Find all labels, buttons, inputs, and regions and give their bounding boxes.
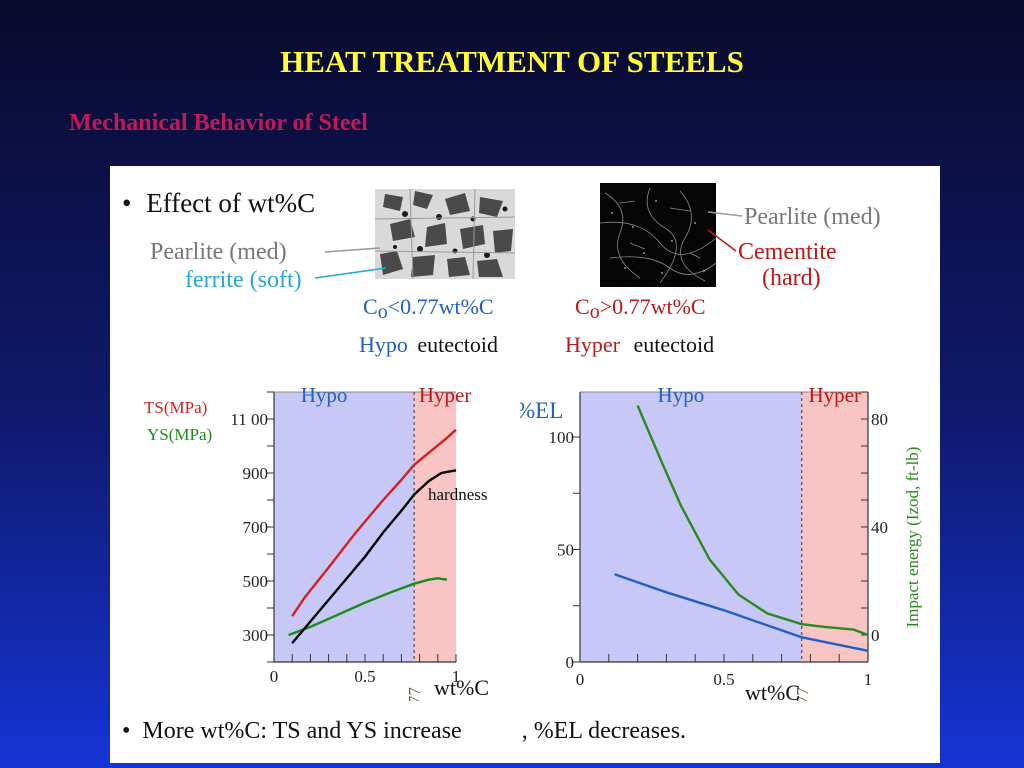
x-tick-label: 0.5	[713, 670, 734, 689]
chart-strength: 300 500 700 900 11 00 0 0.5 1 Hypo Hyper 0.77 wt%C T…	[144, 383, 489, 701]
label-cementite: Cementite	[738, 239, 837, 266]
composition-c-right: C	[575, 294, 590, 319]
y-tick-label: 900	[243, 464, 269, 483]
composition-rest: <0.77wt%C	[387, 294, 494, 319]
series-impact-line	[636, 405, 869, 637]
region-label-hypo: Hypo	[658, 383, 705, 407]
eutectoid-label: 0.77	[793, 687, 812, 701]
y-tick-label: 700	[243, 518, 269, 537]
region-hypo	[580, 392, 802, 662]
bullet-dot: •	[122, 188, 132, 218]
micrograph-hypereutectoid	[600, 183, 716, 287]
region-label-hyper: Hyper	[419, 383, 471, 407]
conclusion-part-1: More wt%C: TS and YS increase	[142, 718, 462, 744]
bullet-effect-text: Effect of wt%C	[146, 188, 316, 218]
eutectoid-label: 0.77	[405, 687, 424, 701]
x-tick-label: 0.5	[354, 667, 375, 686]
x-axis-label: wt%C	[434, 675, 489, 700]
y-right-tick-label: 40	[871, 518, 888, 537]
series-el-line	[614, 573, 869, 652]
y-tick-label: 11 00	[230, 410, 268, 429]
y-right-tick-label: 80	[871, 410, 888, 429]
label-hyper-region: Hyper	[565, 332, 620, 357]
composition-c: C	[363, 294, 378, 319]
series-hardness-line	[291, 469, 457, 644]
chart-ductility: 0 50 100 0 40 80 0 0.5 1 Hypo Hyper 0.77wt%C %EL Impa…	[520, 383, 922, 701]
x-tick-label: 0	[270, 667, 279, 686]
y-tick-label: 300	[243, 626, 269, 645]
pointer-cementite	[707, 229, 737, 252]
label-composition-hyper: Co>0.77wt%C	[575, 294, 706, 323]
series-ys-line	[288, 577, 448, 637]
x-axis-label: wt%C	[745, 680, 800, 701]
composition-rest-right: >0.77wt%C	[599, 294, 706, 319]
slide-subtitle: Mechanical Behavior of Steel	[69, 110, 368, 136]
y-label-ys: YS(MPa)	[147, 425, 212, 444]
label-eutectoid-left: eutectoid	[417, 332, 499, 357]
cementite-c: C	[738, 239, 755, 265]
bullet-dot-2: •	[122, 718, 131, 744]
pointer-pearlite-right	[707, 211, 743, 217]
label-hypo-eutectoid: Hypo eutectoid	[359, 332, 498, 358]
region-hyper	[414, 392, 456, 662]
micrograph-hypoeutectoid	[375, 189, 515, 279]
y-left-tick-label: 100	[549, 428, 575, 447]
label-composition-hypo: Co<0.77wt%C	[363, 294, 494, 323]
y-right-label: Impact energy (Izod, ft-lb)	[903, 447, 922, 628]
region-hyper	[801, 392, 868, 662]
label-pearlite-left: Pearlite (med)	[150, 239, 287, 265]
x-tick-label: 1	[452, 667, 461, 686]
y-left-label: %EL	[520, 398, 563, 423]
label-hyper-eutectoid: Hyper eutectoid	[565, 332, 714, 358]
label-ferrite: ferrite (soft)	[185, 267, 302, 293]
bullet-conclusion: • More wt%C: TS and YS increase , %EL de…	[122, 718, 686, 745]
bullet-effect: • Effect of wt%C	[122, 188, 315, 219]
pointer-ferrite	[314, 267, 387, 279]
cementite-rest: ementite	[754, 239, 837, 265]
region-hypo	[274, 392, 415, 662]
region-label-hypo: Hypo	[301, 383, 348, 407]
pointer-pearlite-left	[324, 247, 381, 253]
y-tick-label: 500	[243, 572, 269, 591]
slide-title: HEAT TREATMENT OF STEELS	[280, 44, 744, 79]
x-tick-label: 1	[864, 670, 873, 689]
y-left-tick-label: 0	[566, 653, 575, 672]
label-hypo-region: Hypo	[359, 332, 408, 357]
annotation-hardness: hardness	[428, 485, 487, 504]
micro-pointer-lines	[314, 211, 743, 279]
y-left-tick-label: 50	[557, 541, 574, 560]
series-ts-line	[291, 428, 457, 617]
y-right-tick-label: 0	[871, 626, 880, 645]
x-tick-label: 0	[576, 670, 585, 689]
conclusion-part-2: , %EL decreases.	[521, 718, 687, 744]
y-label-ts: TS(MPa)	[144, 398, 207, 417]
label-pearlite-right: Pearlite (med)	[744, 204, 881, 230]
region-label-hyper: Hyper	[809, 383, 861, 407]
content-panel: • Effect of wt%C	[110, 166, 940, 763]
label-eutectoid-right: eutectoid	[633, 332, 715, 357]
composition-subscript-right: o	[589, 301, 600, 323]
composition-subscript: o	[377, 301, 388, 323]
label-hard: (hard)	[762, 265, 821, 291]
